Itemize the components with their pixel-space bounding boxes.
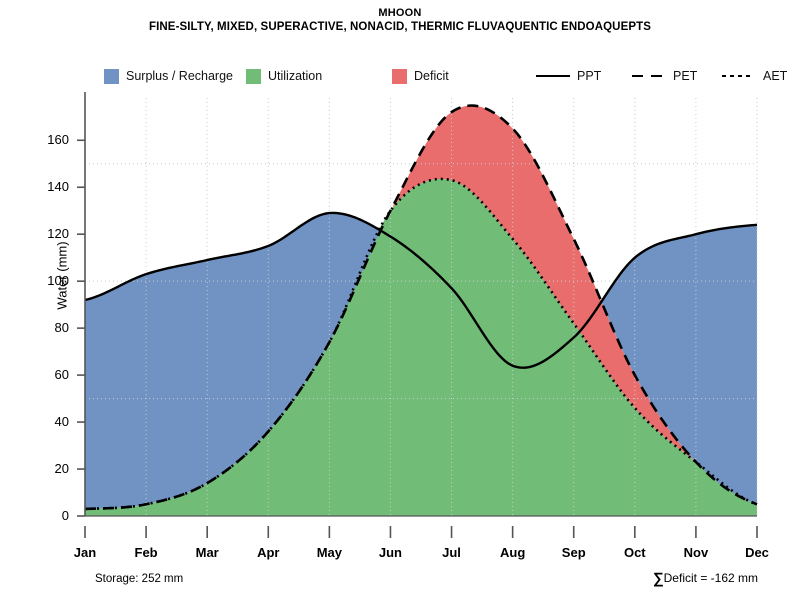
legend-label-aet: AET (763, 69, 788, 83)
deficit-sum-note: ∑Deficit = -162 mm (653, 570, 758, 587)
legend-label-utilization: Utilization (268, 69, 323, 83)
chart-legend: Surplus / Recharge Utilization Deficit P… (0, 66, 800, 88)
deficit-sum-text: Deficit = -162 mm (663, 571, 758, 585)
legend-line-solid-icon (536, 70, 570, 82)
legend-line-dashed-icon (632, 70, 666, 82)
legend-label-deficit: Deficit (414, 69, 449, 83)
x-tick-apr: Apr (257, 545, 280, 560)
legend-item-utilization[interactable]: Utilization (246, 66, 322, 86)
legend-swatch-surplus-icon (104, 68, 119, 84)
y-tick-100: 100 (47, 273, 69, 289)
y-tick-160: 160 (47, 132, 69, 148)
legend-item-aet[interactable]: AET (722, 66, 787, 86)
x-tick-oct: Oct (623, 545, 646, 560)
y-tick-20: 20 (54, 461, 69, 477)
chart-subtitle: FINE-SILTY, MIXED, SUPERACTIVE, NONACID,… (148, 21, 652, 33)
storage-note: Storage: 252 mm (95, 573, 184, 585)
x-tick-may: May (316, 545, 342, 560)
y-tick-40: 40 (54, 414, 69, 430)
x-tick-dec: Dec (745, 545, 769, 560)
legend-item-pet[interactable]: PET (632, 66, 697, 86)
x-tick-jan: Jan (73, 545, 97, 560)
y-tick-140: 140 (47, 179, 69, 195)
y-tick-0: 0 (61, 508, 69, 523)
legend-label-surplus: Surplus / Recharge (126, 69, 234, 83)
x-tick-feb: Feb (134, 545, 158, 560)
y-tick-60: 60 (54, 367, 69, 383)
chart-title-block: MHOON FINE-SILTY, MIXED, SUPERACTIVE, NO… (0, 6, 800, 35)
x-tick-aug: Aug (499, 545, 526, 560)
y-tick-120: 120 (47, 226, 69, 242)
x-tick-jul: Jul (442, 545, 461, 560)
legend-item-deficit[interactable]: Deficit (392, 66, 449, 86)
x-tick-jun: Jun (378, 545, 403, 560)
x-tick-sep: Sep (561, 545, 586, 560)
page-title: MHOON (378, 7, 422, 19)
legend-swatch-deficit-icon (392, 68, 407, 84)
legend-item-surplus[interactable]: Surplus / Recharge (104, 66, 233, 86)
legend-swatch-utilization-icon (246, 68, 261, 84)
y-tick-80: 80 (54, 320, 69, 336)
legend-line-dotted-icon (722, 70, 756, 82)
sum-symbol-icon: ∑ (652, 570, 664, 587)
legend-item-ppt[interactable]: PPT (536, 66, 601, 86)
x-tick-nov: Nov (683, 545, 709, 560)
x-tick-mar: Mar (195, 545, 219, 560)
legend-label-ppt: PPT (577, 69, 602, 83)
legend-label-pet: PET (673, 69, 698, 83)
